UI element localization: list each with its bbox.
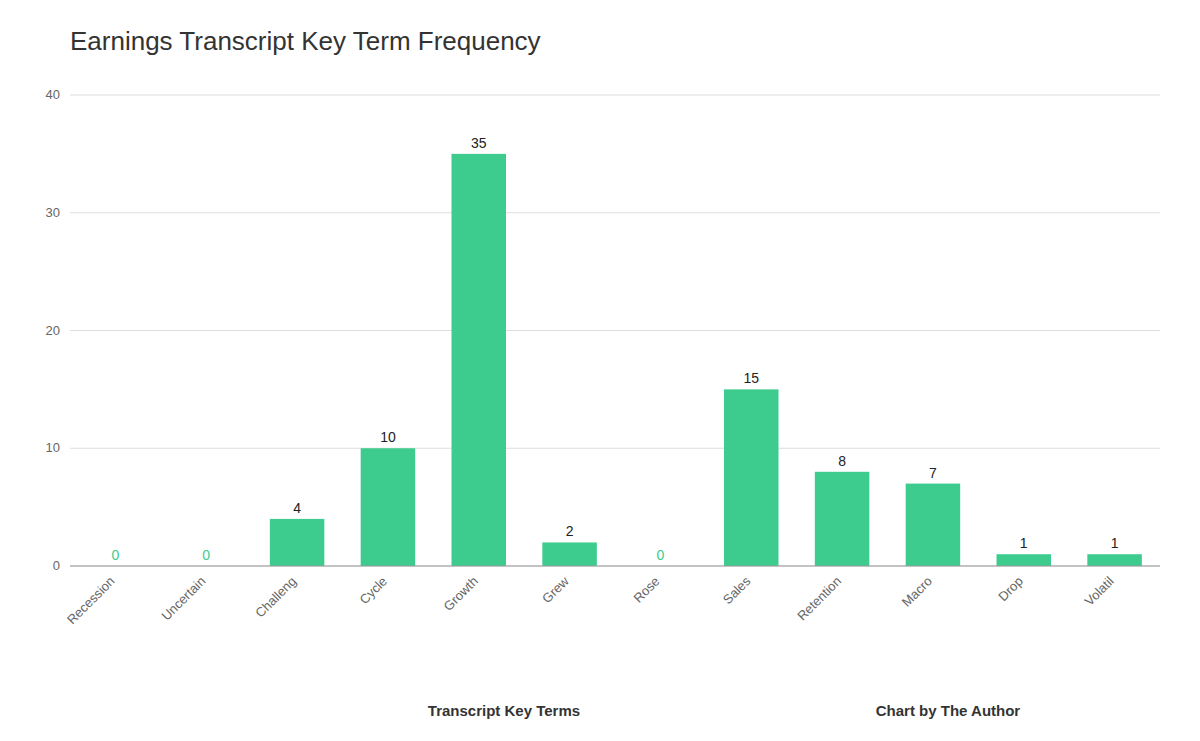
x-tick-label: Retention: [794, 574, 844, 624]
x-tick-label: Sales: [720, 573, 754, 607]
bar: [1087, 554, 1142, 566]
bar: [361, 448, 416, 566]
bar: [906, 484, 961, 566]
x-tick-label: Challeng: [252, 574, 299, 621]
x-tick-label: Uncertain: [158, 574, 208, 624]
y-tick-label: 0: [53, 558, 60, 573]
data-label: 0: [657, 547, 665, 563]
data-label: 8: [838, 453, 846, 469]
grid-line: [70, 212, 1160, 213]
grid-line: [70, 330, 1160, 331]
y-tick-label: 10: [46, 440, 60, 455]
title: Earnings Transcript Key Term Frequency: [70, 26, 541, 56]
bar: [724, 389, 779, 566]
x-tick-label: Growth: [441, 574, 481, 614]
y-tick-label: 30: [46, 205, 60, 220]
data-label: 7: [929, 465, 937, 481]
data-label: 0: [112, 547, 120, 563]
data-label: 1: [1020, 535, 1028, 551]
grid-line: [70, 448, 1160, 449]
data-label: 4: [293, 500, 301, 516]
grid-line: [70, 95, 1160, 96]
annotation: Chart by The Author: [876, 702, 1021, 719]
data-label: 10: [380, 429, 396, 445]
x-tick-label: Macro: [899, 574, 935, 610]
bar: [997, 554, 1052, 566]
grid-line: [70, 566, 1160, 567]
x-axis-line: [70, 566, 1160, 567]
bar: [452, 154, 507, 566]
x-tick-label: Drop: [995, 574, 1026, 605]
data-label: 0: [202, 547, 210, 563]
x-tick-label: Recession: [64, 574, 118, 628]
y-tick-label: 40: [46, 87, 60, 102]
bar: [270, 519, 325, 566]
bar: [815, 472, 870, 566]
bar: [542, 542, 597, 566]
x-tick-label: Rose: [630, 574, 662, 606]
data-label: 15: [743, 370, 759, 386]
data-label: 2: [566, 523, 574, 539]
bars: [270, 154, 1142, 566]
x-tick-label: Cycle: [356, 574, 390, 608]
chart-container: Earnings Transcript Key Term Frequency 0 1…: [0, 0, 1200, 741]
x-tick-label: Volatil: [1082, 573, 1117, 608]
data-label: 1: [1111, 535, 1119, 551]
x-tick-label: Grew: [539, 573, 572, 606]
data-label: 35: [471, 135, 487, 151]
y-tick-label: 20: [46, 323, 60, 338]
grid: [70, 95, 1160, 566]
x-axis-label: Transcript Key Terms: [428, 702, 580, 719]
chart: Earnings Transcript Key Term Frequency 0 1…: [0, 0, 1200, 741]
